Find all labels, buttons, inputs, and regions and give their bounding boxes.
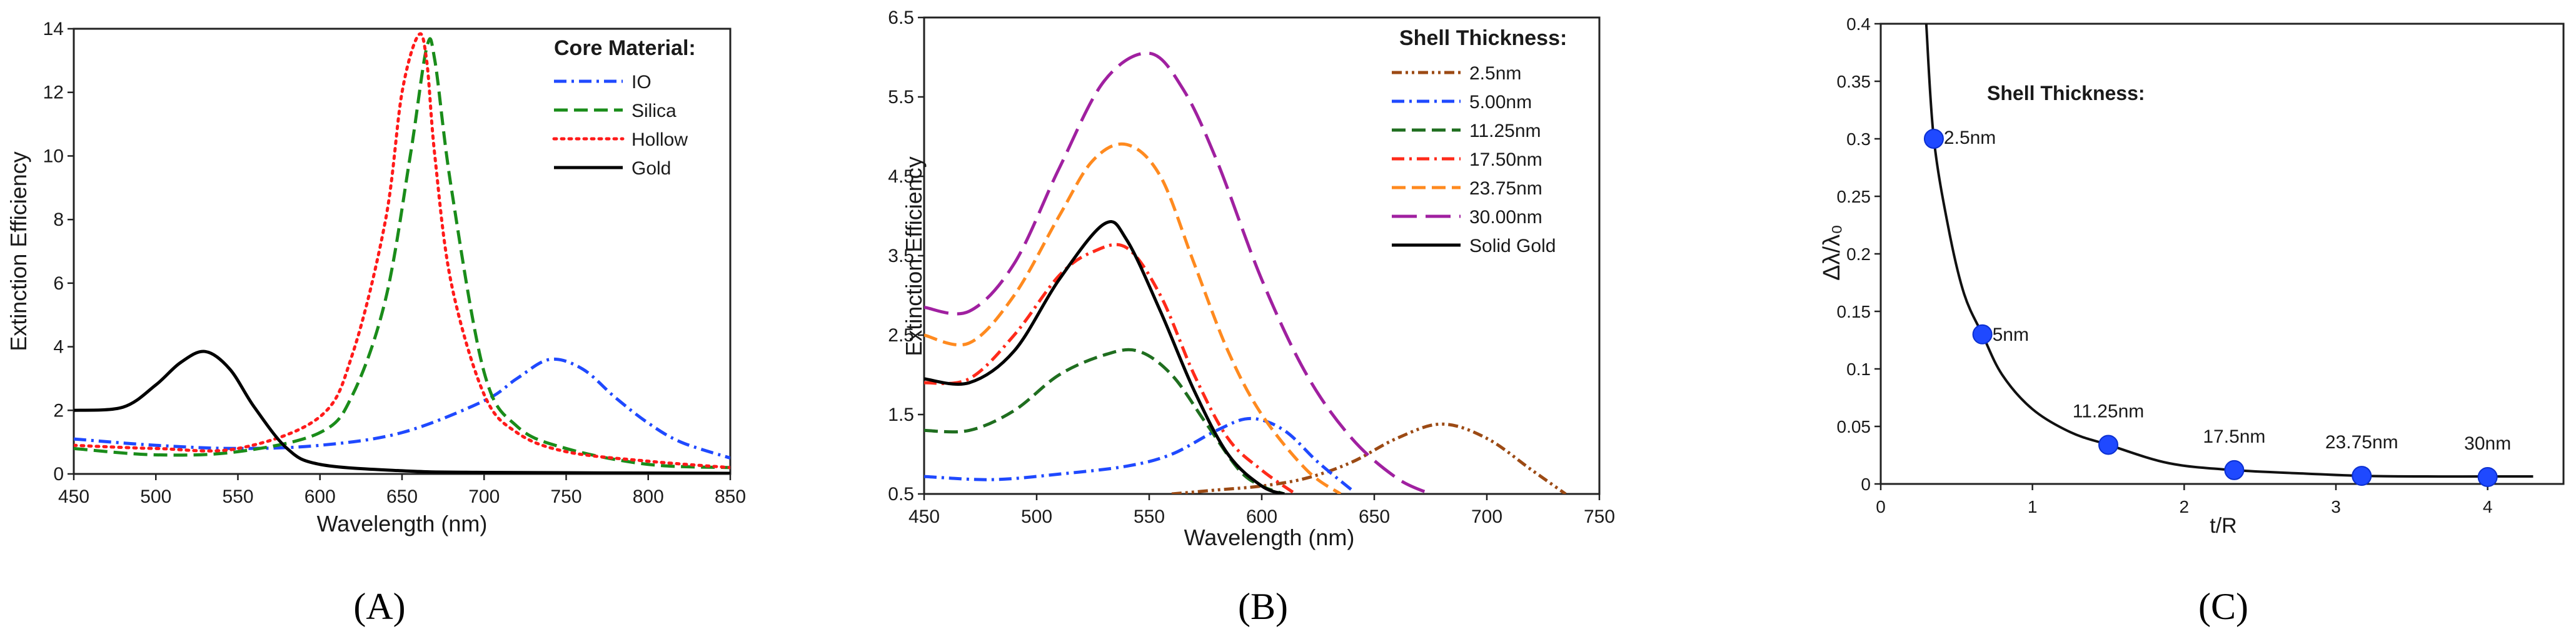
chart-c-ytick-label: 0.05 bbox=[1837, 417, 1871, 436]
chart-c-data-point bbox=[2352, 466, 2372, 486]
chart-b-xtick-label: 750 bbox=[1584, 506, 1615, 527]
chart-c-point-label: 23.75nm bbox=[2325, 432, 2398, 453]
chart-a-series-silica bbox=[74, 37, 730, 470]
chart-b-ytick-label: 4.5 bbox=[888, 166, 914, 187]
chart-b-legend-label: 30.00nm bbox=[1469, 207, 1542, 228]
caption-b: (B) bbox=[1238, 586, 1288, 627]
caption-a: (A) bbox=[353, 586, 405, 627]
chart-b-series-solid-gold bbox=[924, 219, 1285, 494]
chart-c-ytick-label: 0.3 bbox=[1846, 129, 1871, 149]
chart-c-ytick-label: 0.35 bbox=[1837, 72, 1871, 91]
chart-c-annotation-title: Shell Thickness: bbox=[1987, 82, 2145, 104]
chart-c-point-label: 30nm bbox=[2464, 433, 2511, 454]
chart-b-ytick-label: 5.5 bbox=[888, 87, 914, 108]
chart-c-ytick-label: 0.1 bbox=[1846, 360, 1871, 379]
chart-a-xtick-label: 550 bbox=[222, 486, 253, 507]
chart-b-ylabel: Extinction Efficiency bbox=[901, 156, 927, 356]
chart-a: 450 500 550 600 650 700 750 800 850 0 2 4 6 8 10 12 14 W… bbox=[6, 19, 746, 536]
chart-c-point-label: 5nm bbox=[1993, 325, 2029, 345]
chart-b-xtick-label: 600 bbox=[1246, 506, 1277, 527]
chart-a-ytick-label: 2 bbox=[53, 400, 64, 421]
chart-c: 0 1 2 3 4 0 0.05 0.1 0.15 0.2 0.25 0.3 0.35 0.4 2.5nm… bbox=[1819, 14, 2565, 538]
chart-b-series-23-75nm bbox=[924, 142, 1342, 494]
chart-b-legend-label: 5.00nm bbox=[1469, 92, 1532, 113]
chart-b-ytick-label: 6.5 bbox=[888, 8, 914, 28]
chart-b-ytick-label: 1.5 bbox=[888, 405, 914, 425]
chart-b-ytick-label: 0.5 bbox=[888, 484, 914, 505]
chart-a-ytick-label: 4 bbox=[53, 337, 64, 358]
chart-c-ytick-label: 0.25 bbox=[1837, 187, 1871, 206]
chart-c-data-point bbox=[2224, 460, 2245, 480]
chart-a-legend: Core Material: IO Silica Hollow Gold bbox=[552, 36, 696, 179]
chart-c-point-label: 17.5nm bbox=[2203, 426, 2265, 447]
chart-a-ytick-label: 12 bbox=[43, 83, 64, 103]
chart-a-ytick-label: 10 bbox=[43, 146, 64, 166]
chart-a-legend-label: Silica bbox=[631, 101, 677, 121]
chart-a-xtick-label: 800 bbox=[633, 486, 664, 507]
chart-a-ytick-label: 8 bbox=[53, 209, 64, 230]
chart-a-legend-label: Hollow bbox=[631, 129, 688, 150]
chart-b-legend-label: 23.75nm bbox=[1469, 178, 1542, 199]
chart-a-ytick-label: 6 bbox=[53, 273, 64, 294]
chart-a-ytick-label: 0 bbox=[53, 464, 64, 485]
chart-a-xtick-label: 650 bbox=[386, 486, 418, 507]
chart-b-ytick-label: 3.5 bbox=[888, 246, 914, 266]
chart-b-legend-label: 2.5nm bbox=[1469, 63, 1521, 84]
chart-b-legend-label: Solid Gold bbox=[1469, 236, 1556, 256]
chart-c-ytick-label: 0.15 bbox=[1837, 302, 1871, 321]
chart-a-legend-label: IO bbox=[631, 72, 652, 93]
chart-a-legend-label: Gold bbox=[631, 158, 671, 179]
chart-b-series-30-00nm bbox=[924, 51, 1432, 494]
chart-b-legend: Shell Thickness: 2.5nm 5.00nm 11.25nm 17.50… bbox=[1392, 26, 1567, 256]
chart-c-ytick-label: 0.2 bbox=[1846, 244, 1871, 264]
chart-b-legend-title: Shell Thickness: bbox=[1399, 26, 1567, 50]
chart-a-xtick-label: 500 bbox=[140, 486, 171, 507]
chart-a-legend-title: Core Material: bbox=[554, 36, 696, 60]
caption-c: (C) bbox=[2198, 586, 2248, 627]
chart-a-xtick-label: 700 bbox=[468, 486, 500, 507]
chart-a-xtick-label: 600 bbox=[304, 486, 336, 507]
chart-c-xtick-label: 4 bbox=[2483, 497, 2493, 516]
chart-b-legend-label: 17.50nm bbox=[1469, 149, 1542, 170]
chart-b-xtick-label: 700 bbox=[1471, 506, 1502, 527]
chart-c-data-point bbox=[2477, 466, 2498, 487]
chart-a-series-hollow bbox=[74, 32, 730, 470]
chart-b-xtick-label: 500 bbox=[1021, 506, 1052, 527]
chart-c-xtick-label: 1 bbox=[2028, 497, 2038, 516]
chart-b-series-17-50nm bbox=[924, 243, 1297, 494]
chart-c-ytick-label: 0.4 bbox=[1846, 14, 1871, 34]
chart-b-series-2-5nm bbox=[1171, 422, 1567, 494]
chart-c-plot-frame bbox=[1879, 23, 2565, 485]
chart-b-xlabel: Wavelength (nm) bbox=[1184, 525, 1355, 550]
chart-a-series-gold bbox=[74, 350, 730, 474]
chart-a-xtick-label: 450 bbox=[58, 486, 89, 507]
chart-c-data-point bbox=[2098, 435, 2118, 455]
chart-c-point-label: 11.25nm bbox=[2073, 401, 2145, 421]
chart-c-xlabel: t/R bbox=[2210, 514, 2236, 538]
chart-a-xlabel: Wavelength (nm) bbox=[317, 511, 488, 536]
chart-c-ytick-label: 0 bbox=[1861, 475, 1871, 494]
chart-a-ylabel: Extinction Efficiency bbox=[6, 151, 31, 351]
chart-b-series-5-00nm bbox=[924, 416, 1353, 491]
chart-b-xtick-label: 450 bbox=[908, 506, 940, 527]
chart-a-series-io bbox=[74, 357, 730, 460]
chart-c-xtick-label: 3 bbox=[2331, 497, 2341, 516]
chart-b-legend-label: 11.25nm bbox=[1469, 121, 1541, 141]
chart-b-xtick-label: 550 bbox=[1134, 506, 1165, 527]
chart-b-ytick-label: 2.5 bbox=[888, 325, 914, 346]
chart-c-point-label: 2.5nm bbox=[1944, 128, 1996, 148]
chart-c-xtick-label: 0 bbox=[1876, 497, 1886, 516]
chart-c-xtick-label: 2 bbox=[2180, 497, 2190, 516]
chart-a-ytick-label: 14 bbox=[43, 19, 64, 39]
chart-c-data-point bbox=[1923, 129, 1944, 149]
chart-c-ylabel: Δλ/λ₀ bbox=[1819, 224, 1845, 281]
chart-c-data-point bbox=[1972, 324, 1993, 345]
chart-c-fit-curve bbox=[1924, 24, 2533, 478]
chart-b: 450 500 550 600 650 700 750 0.5 1.5 2.5 3.5 4.5 5.5 6… bbox=[888, 8, 1615, 550]
chart-a-xtick-label: 750 bbox=[550, 486, 581, 507]
chart-b-xtick-label: 650 bbox=[1359, 506, 1390, 527]
chart-a-xtick-label: 850 bbox=[715, 486, 746, 507]
